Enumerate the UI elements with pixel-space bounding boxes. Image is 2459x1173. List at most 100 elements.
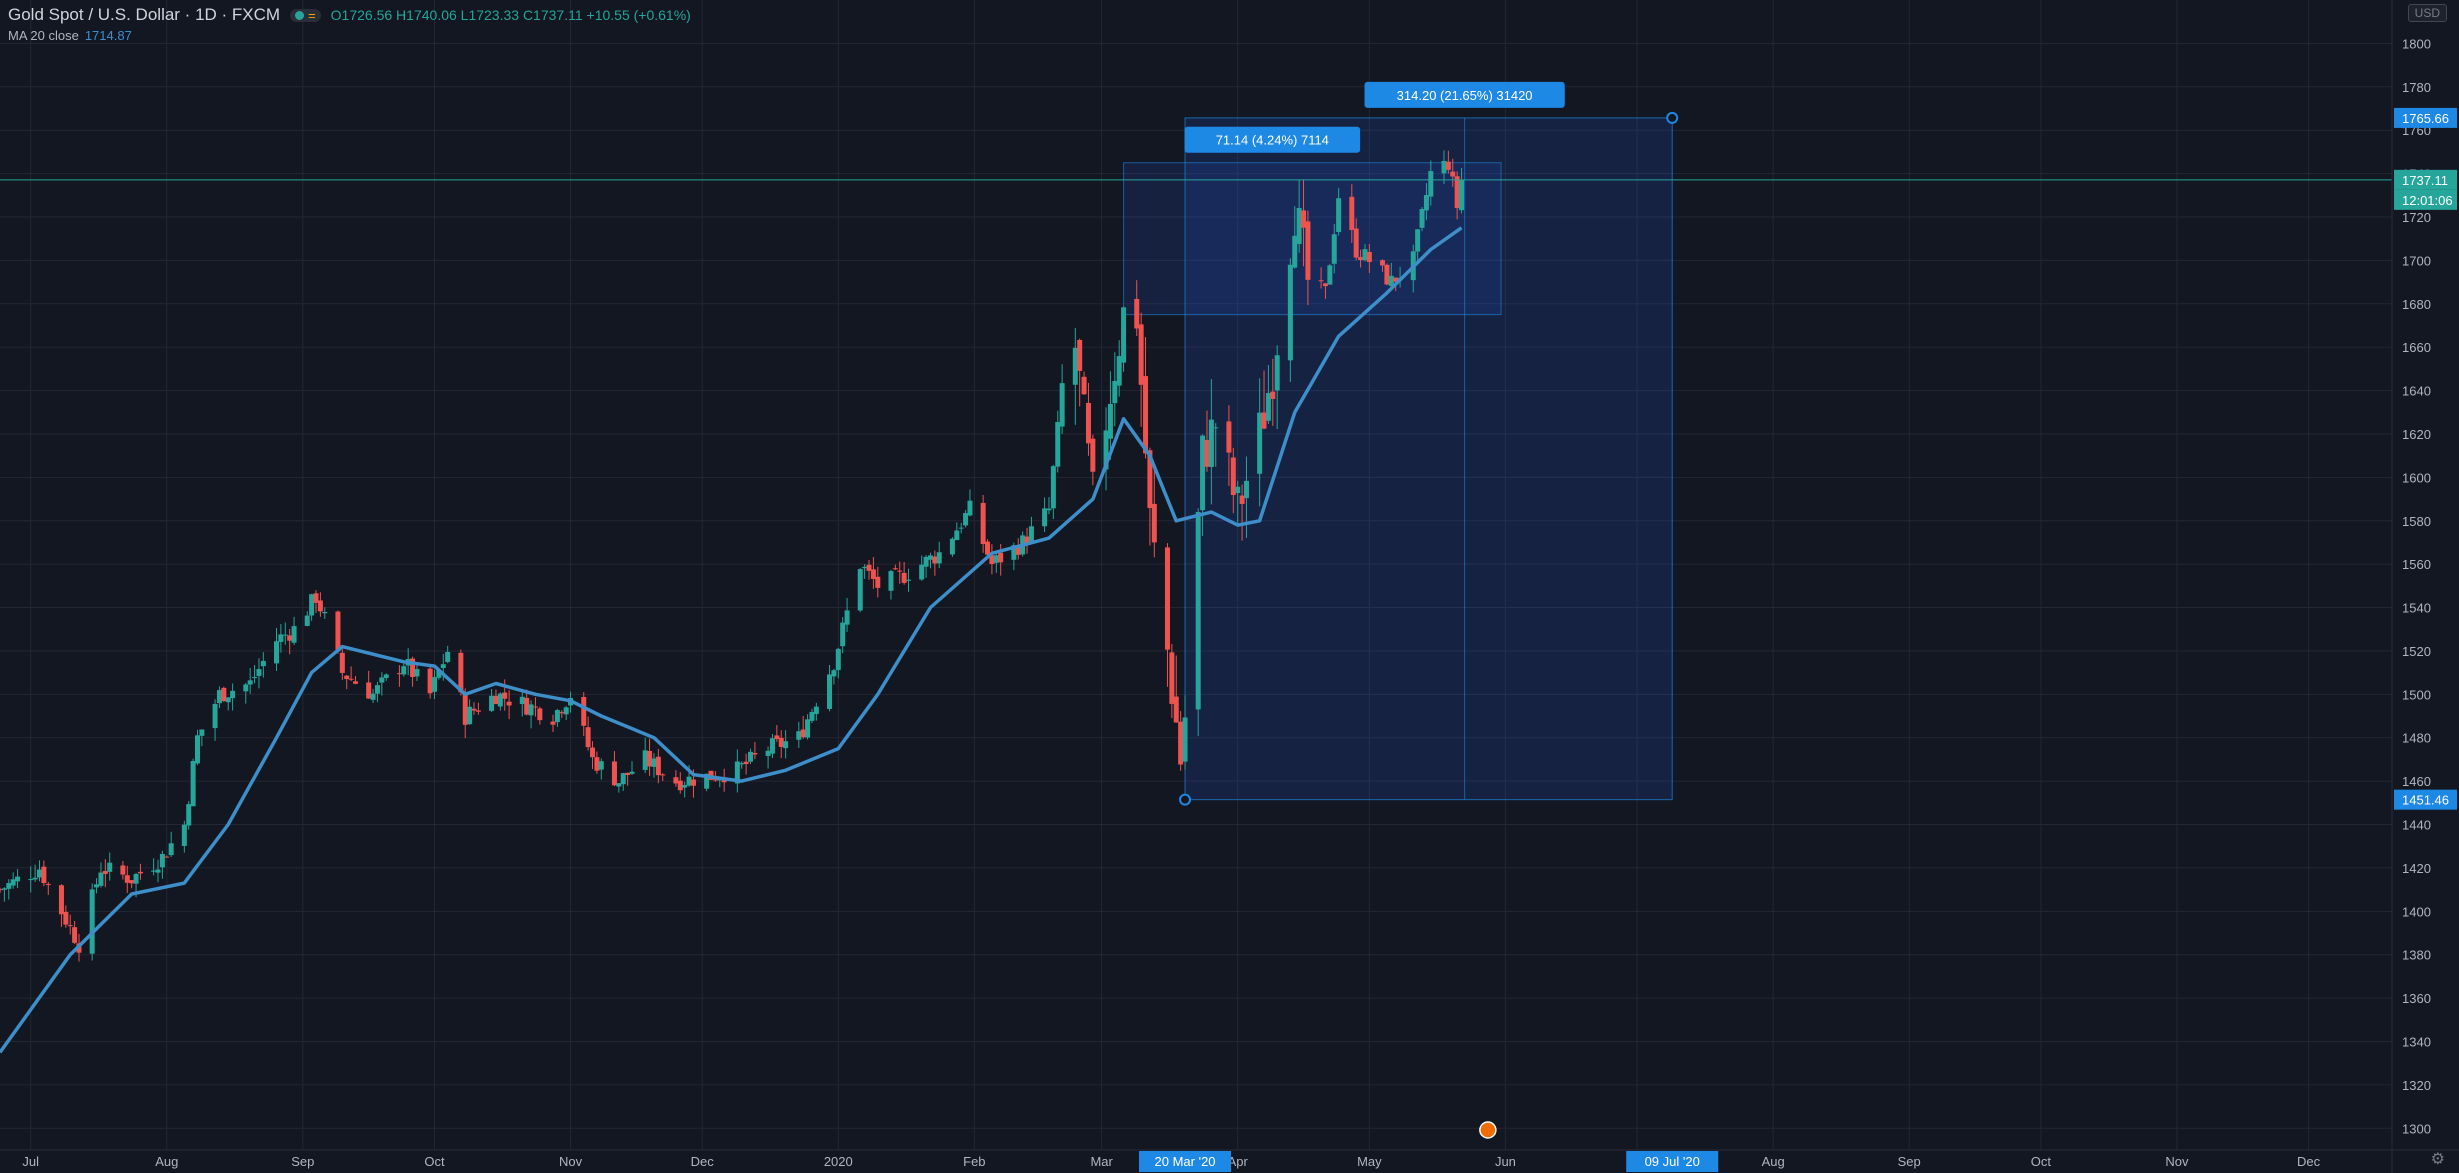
- range-label-large: 314.20 (21.65%) 31420: [1397, 88, 1533, 103]
- candle-body: [1388, 275, 1394, 286]
- candle-body: [199, 729, 205, 736]
- x-tick-label: Mar: [1090, 1154, 1113, 1169]
- candle-body: [704, 773, 710, 789]
- candle-body: [594, 757, 600, 771]
- x-tick-label: Dec: [691, 1154, 715, 1169]
- x-tick-label: Nov: [2165, 1154, 2189, 1169]
- y-tick-label: 1440: [2402, 818, 2431, 833]
- x-tick-label: Aug: [155, 1154, 178, 1169]
- candle-body: [800, 729, 806, 738]
- candle-body: [1380, 260, 1386, 266]
- candle-body: [1322, 283, 1328, 287]
- candle-body: [985, 541, 991, 555]
- candle-body: [67, 925, 73, 927]
- candle-body: [1239, 495, 1245, 504]
- y-tick-label: 1360: [2402, 991, 2431, 1006]
- candle-body: [186, 804, 192, 826]
- candle-body: [967, 500, 973, 516]
- candle-body: [752, 753, 758, 755]
- candle-body: [809, 711, 815, 721]
- candle-body: [489, 695, 495, 711]
- x-tick-label: Sep: [291, 1154, 314, 1169]
- candle-body: [1015, 546, 1021, 555]
- candle-body: [1265, 393, 1271, 421]
- symbol-title[interactable]: Gold Spot / U.S. Dollar · 1D · FXCM: [8, 5, 281, 24]
- candle-body: [6, 883, 12, 889]
- x-tick-label: Oct: [2031, 1154, 2052, 1169]
- x-tick-label: Dec: [2297, 1154, 2321, 1169]
- candle-body: [1415, 229, 1421, 252]
- candle-body: [1305, 221, 1311, 280]
- candle-body: [427, 668, 433, 694]
- candle-body: [524, 697, 530, 715]
- price-badge-top: 1765.66: [2402, 111, 2449, 126]
- candle-body: [1445, 161, 1451, 170]
- price-badge-bottom: 1451.46: [2402, 793, 2449, 808]
- candle-body: [1270, 391, 1276, 399]
- candle-body: [734, 761, 740, 784]
- candle-body: [260, 660, 266, 667]
- currency-label[interactable]: USD: [2407, 4, 2447, 22]
- candle-body: [168, 843, 174, 856]
- candle-body: [712, 779, 718, 781]
- candle-body: [1366, 252, 1372, 262]
- candle-body: [348, 678, 354, 680]
- candle-body: [1393, 277, 1399, 282]
- candle-body: [1441, 160, 1447, 174]
- ma-legend[interactable]: MA 20 close 1714.87: [8, 28, 691, 46]
- candle-body: [287, 635, 293, 641]
- candle-body: [963, 513, 969, 526]
- candle-body: [313, 593, 319, 603]
- price-badge-bottom-bg: [2394, 789, 2457, 810]
- x-tick-label: Sep: [1898, 1154, 1921, 1169]
- candle-body: [778, 737, 784, 747]
- candle-body: [396, 673, 402, 675]
- candle-body: [445, 651, 451, 663]
- price-badge-last: 1737.11: [2402, 173, 2448, 188]
- candle-body: [1213, 427, 1219, 429]
- candle-body: [1143, 376, 1149, 454]
- candle-body: [221, 687, 227, 702]
- range-handle-top: [1666, 111, 1679, 124]
- candle-body: [537, 708, 543, 721]
- ma-label: MA 20 close: [8, 28, 79, 43]
- candle-body: [813, 706, 819, 714]
- candle-body: [932, 556, 938, 564]
- candle-body: [585, 727, 591, 748]
- candle-body: [647, 751, 653, 767]
- candle-body: [892, 568, 898, 570]
- data-flag-icon: =: [308, 7, 316, 23]
- candle-body: [436, 670, 442, 678]
- candle-body: [58, 885, 64, 915]
- candle-body: [28, 879, 34, 881]
- candle-body: [660, 774, 666, 776]
- candle-body: [1178, 721, 1184, 765]
- date-badge-end: 09 Jul '20: [1645, 1154, 1700, 1169]
- candle-body: [625, 772, 631, 776]
- candle-body: [1274, 355, 1280, 391]
- y-tick-label: 1560: [2402, 557, 2431, 572]
- candle-body: [827, 674, 833, 709]
- candle-body: [1151, 503, 1157, 543]
- gear-icon[interactable]: ⚙: [2430, 1151, 2445, 1168]
- candle-body: [195, 735, 201, 764]
- candle-body: [581, 696, 587, 726]
- x-tick-label: Feb: [963, 1154, 985, 1169]
- status-indicators[interactable]: =: [290, 7, 321, 23]
- candle-body: [1230, 457, 1236, 496]
- candle-body: [1116, 356, 1122, 386]
- candle-body: [401, 666, 407, 675]
- candle-body: [98, 872, 104, 886]
- candle-body: [1112, 381, 1118, 404]
- candle-body: [682, 784, 688, 788]
- bar-countdown-bg: [2394, 189, 2457, 210]
- candle-body: [1028, 526, 1034, 543]
- candle-body: [0, 889, 3, 891]
- candle-body: [1296, 207, 1302, 245]
- candle-body: [502, 692, 508, 699]
- candle-body: [862, 566, 868, 569]
- candle-body: [1050, 466, 1056, 509]
- candle-body: [993, 555, 999, 563]
